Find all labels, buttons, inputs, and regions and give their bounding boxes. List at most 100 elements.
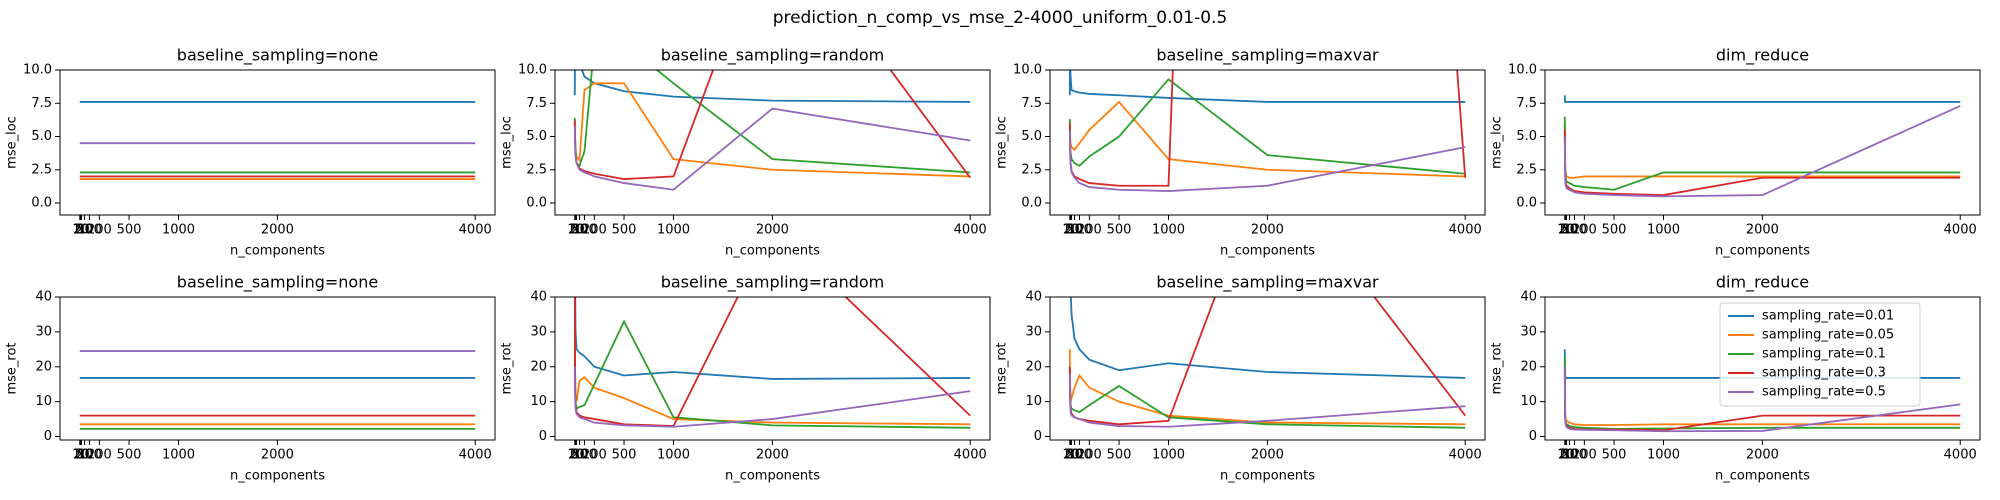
x-tick-label: 5 <box>76 448 84 463</box>
y-tick-label: 40 <box>1520 290 1537 305</box>
x-tick-label: 5 <box>571 448 579 463</box>
x-tick-label: 100 <box>1562 223 1587 238</box>
x-tick-label: 100 <box>77 448 102 463</box>
x-tick-label: 50 <box>1561 223 1578 238</box>
x-tick-label: 50 <box>1561 448 1578 463</box>
x-axis-label: n_components <box>230 469 325 484</box>
x-tick-label: 1000 <box>657 223 690 238</box>
y-axis-label: mse_rot <box>500 342 515 394</box>
x-tick-label: 1000 <box>162 223 195 238</box>
x-tick-label: 20 <box>1063 223 1080 238</box>
x-tick-label: 20 <box>1558 223 1575 238</box>
subplot: baseline_sampling=maxvar n_components mse_… <box>995 46 1486 259</box>
y-tick-label: 30 <box>35 324 52 339</box>
x-tick-label: 2 <box>1561 448 1569 463</box>
x-tick-label: 1000 <box>1647 448 1680 463</box>
y-tick-label: 2.5 <box>526 162 547 177</box>
x-tick-label: 5 <box>1561 223 1569 238</box>
y-tick-label: 0.0 <box>526 196 547 211</box>
x-tick-label: 2000 <box>1746 223 1779 238</box>
legend-label: sampling_rate=0.1 <box>1762 347 1886 362</box>
y-tick-label: 7.5 <box>31 96 52 111</box>
series-line <box>573 366 971 428</box>
x-axis-label: n_components <box>1715 244 1810 259</box>
plot-area <box>1563 349 1961 433</box>
subplot-title: dim_reduce <box>1716 273 1809 293</box>
x-axis-label: n_components <box>1220 244 1315 259</box>
x-tick-label: 50 <box>1066 448 1083 463</box>
subplot-title: baseline_sampling=none <box>177 273 378 293</box>
y-tick-label: 0.0 <box>1021 196 1042 211</box>
x-tick-label: 10 <box>1557 448 1574 463</box>
x-tick-label: 10 <box>1062 223 1079 238</box>
x-tick-label: 5 <box>1066 223 1074 238</box>
x-tick-label: 2 <box>1066 223 1074 238</box>
x-tick-label: 100 <box>572 223 597 238</box>
subplot-title: baseline_sampling=none <box>177 46 378 66</box>
x-axis-label: n_components <box>1220 469 1315 484</box>
x-axis-label: n_components <box>1715 469 1810 484</box>
x-tick-label: 20 <box>568 448 585 463</box>
x-tick-label: 50 <box>76 223 93 238</box>
x-tick-label: 20 <box>73 448 90 463</box>
subplot: baseline_sampling=random n_components mse_… <box>500 273 991 484</box>
x-tick-label: 100 <box>572 448 597 463</box>
y-tick-label: 30 <box>1025 324 1042 339</box>
axes-frame <box>1544 296 1981 441</box>
y-tick-label: 0.0 <box>1516 196 1537 211</box>
axes-frame <box>554 296 991 441</box>
plot-area <box>79 350 476 430</box>
y-tick-label: 5.0 <box>1516 129 1537 144</box>
x-tick-label: 2000 <box>1251 223 1284 238</box>
subplot: dim_reduce n_components mse_loc 0.0 2.5 5.0 7.… <box>1490 46 1981 259</box>
y-tick-label: 30 <box>1520 324 1537 339</box>
y-tick-label: 10.0 <box>1013 63 1042 78</box>
x-tick-label: 500 <box>1602 448 1627 463</box>
x-tick-label: 4000 <box>1944 223 1977 238</box>
x-tick-label: 2000 <box>756 448 789 463</box>
x-tick-label: 1000 <box>162 448 195 463</box>
series-line <box>1068 349 1466 426</box>
legend-label: sampling_rate=0.5 <box>1762 385 1886 400</box>
x-tick-label: 10 <box>1062 448 1079 463</box>
legend-label: sampling_rate=0.3 <box>1762 366 1886 381</box>
x-tick-label: 2 <box>76 223 84 238</box>
axes-frame <box>59 296 496 441</box>
x-tick-label: 2000 <box>756 223 789 238</box>
subplot: baseline_sampling=none n_components mse_ro… <box>5 273 496 484</box>
y-tick-label: 0 <box>539 429 547 444</box>
x-tick-label: 4000 <box>1449 223 1482 238</box>
x-tick-label: 100 <box>77 223 102 238</box>
x-tick-label: 500 <box>1107 223 1132 238</box>
x-tick-label: 1000 <box>1152 448 1185 463</box>
x-tick-label: 2000 <box>261 223 294 238</box>
series-line <box>1563 123 1961 179</box>
y-tick-label: 2.5 <box>1021 162 1042 177</box>
y-tick-label: 20 <box>1025 359 1042 374</box>
x-tick-label: 1000 <box>1647 223 1680 238</box>
plot-area <box>573 70 971 191</box>
x-tick-label: 4000 <box>459 448 492 463</box>
x-tick-label: 500 <box>1107 448 1132 463</box>
x-tick-label: 4000 <box>954 448 987 463</box>
x-tick-label: 10 <box>72 223 89 238</box>
x-tick-label: 500 <box>612 223 637 238</box>
plot-area <box>573 297 971 429</box>
x-axis-label: n_components <box>725 244 820 259</box>
subplot-title: baseline_sampling=maxvar <box>1156 273 1379 293</box>
x-tick-label: 500 <box>117 223 142 238</box>
figure-title: prediction_n_comp_vs_mse_2-4000_uniform_… <box>773 8 1228 28</box>
x-tick-label: 500 <box>1602 223 1627 238</box>
series-line <box>1563 366 1961 433</box>
y-tick-label: 0 <box>1034 429 1042 444</box>
x-axis-label: n_components <box>725 469 820 484</box>
series-line <box>573 70 971 103</box>
series-line <box>1563 95 1961 103</box>
subplot: dim_reducen_componentsmse_rot01020304025… <box>1490 273 1981 484</box>
x-tick-label: 200 <box>1572 448 1597 463</box>
x-tick-label: 5 <box>571 223 579 238</box>
y-tick-label: 5.0 <box>31 129 52 144</box>
y-tick-label: 7.5 <box>526 96 547 111</box>
x-tick-label: 50 <box>571 223 588 238</box>
